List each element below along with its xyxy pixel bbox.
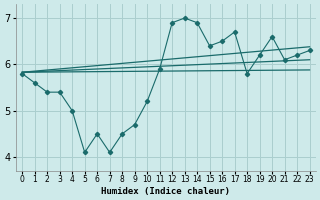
X-axis label: Humidex (Indice chaleur): Humidex (Indice chaleur) [101, 187, 230, 196]
